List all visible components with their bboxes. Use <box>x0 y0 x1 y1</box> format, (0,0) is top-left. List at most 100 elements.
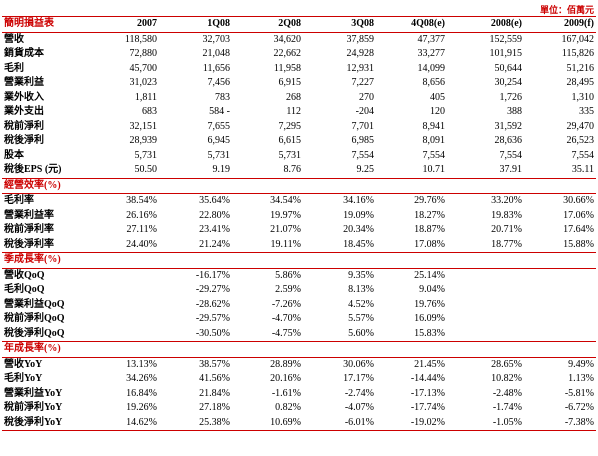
cell: 9.04% <box>419 284 445 296</box>
cell: -1.05% <box>447 415 524 431</box>
cell: 112 <box>286 106 301 118</box>
cell: 18.87% <box>414 224 445 236</box>
cell: -4.75% <box>271 327 301 339</box>
cell: 18.45% <box>343 238 374 250</box>
section-row: 年成長率(%) <box>2 341 596 358</box>
cell <box>447 312 524 327</box>
cell: 21.45% <box>414 358 445 370</box>
cell: 16.09% <box>414 313 445 325</box>
data-row: 稅後淨利YoY 14.62% 25.38% 10.69% -6.01% -19.02% -1… <box>2 415 596 431</box>
cell: 9.19 <box>212 164 231 176</box>
data-row: 毛利QoQ -29.27% 2.59% 8.13% 9.04% <box>2 283 596 298</box>
row-label: 營收 <box>4 33 24 45</box>
cell: 783 <box>215 91 230 103</box>
cell <box>447 327 524 342</box>
cell <box>447 268 524 283</box>
cell: 35.64% <box>199 195 230 207</box>
cell <box>524 312 596 327</box>
row-label: 銷貨成本 <box>4 48 44 60</box>
cell: 584 - <box>209 106 230 118</box>
row-label: 稅後淨利率 <box>4 238 54 250</box>
cell: 18.77% <box>491 238 522 250</box>
data-row: 營業利益YoY 16.84% 21.84% -1.61% -2.74% -17.13% -2… <box>2 387 596 402</box>
cell: 21.84% <box>199 387 230 399</box>
cell: 34,620 <box>273 33 302 45</box>
cell: 5.86% <box>275 269 301 281</box>
header-cell: 2009(f) <box>524 16 596 33</box>
cell: -204 <box>355 106 374 118</box>
cell: 28,636 <box>494 135 523 147</box>
cell: 17.17% <box>343 373 374 385</box>
row-label: 毛利率 <box>4 195 34 207</box>
cell: -17.74% <box>410 402 445 414</box>
cell: 50,644 <box>494 62 523 74</box>
cell: 8,091 <box>422 135 446 147</box>
cell: 17.06% <box>563 209 594 221</box>
cell <box>447 298 524 313</box>
cell: 14.62% <box>114 415 159 431</box>
cell: -7.38% <box>524 415 596 431</box>
cell: 15.83% <box>414 327 445 339</box>
row-label: 稅前淨利 <box>4 120 44 132</box>
cell <box>447 283 524 298</box>
cell: 6,945 <box>207 135 231 147</box>
row-label: 稅後淨利YoY <box>2 415 114 431</box>
data-row: 稅前淨利QoQ -29.57% -4.70% 5.57% 16.09% <box>2 312 596 327</box>
cell: -30.50% <box>195 327 230 339</box>
cell: 405 <box>430 91 445 103</box>
data-row: 毛利YoY 34.26% 41.56% 20.16% 17.17% -14.44% 10.8… <box>2 372 596 387</box>
data-row: 營業利益 31,023 7,456 6,915 7,227 8,656 30,254 28,4… <box>2 76 596 91</box>
row-label: 毛利YoY <box>4 373 43 385</box>
cell: 19.11% <box>270 238 301 250</box>
cell: 6,915 <box>278 77 302 89</box>
cell: 5,731 <box>134 149 158 161</box>
cell <box>524 327 596 342</box>
cell: 8.13% <box>348 284 374 296</box>
header-cell: 1Q08 <box>159 16 232 33</box>
cell: 12,931 <box>346 62 375 74</box>
cell: 26.16% <box>126 209 157 221</box>
data-row: 稅後淨利QoQ -30.50% -4.75% 5.60% 15.83% <box>2 327 596 342</box>
cell: 152,559 <box>489 33 523 45</box>
data-row: 稅前淨利YoY 19.26% 27.18% 0.82% -4.07% -17.74% -1.… <box>2 401 596 416</box>
section-title: 年成長率(%) <box>2 341 596 358</box>
cell: -17.13% <box>410 387 445 399</box>
cell: 21.24% <box>199 238 230 250</box>
cell: 7,456 <box>207 77 231 89</box>
cell: 35.11 <box>571 164 594 176</box>
cell: -7.26% <box>271 298 301 310</box>
cell: 27.11% <box>126 224 157 236</box>
cell: 15.88% <box>563 238 594 250</box>
cell: 1,726 <box>499 91 523 103</box>
cell: 24,928 <box>346 48 375 60</box>
row-label: 營業利益YoY <box>4 387 63 399</box>
header-cell: 3Q08 <box>303 16 376 33</box>
cell: 29,470 <box>566 120 595 132</box>
cell: -1.61% <box>271 387 301 399</box>
data-row: 營收YoY 13.13% 38.57% 28.89% 30.06% 21.45% 28.65… <box>2 357 596 372</box>
cell: 27.18% <box>199 402 230 414</box>
cell: 388 <box>507 106 522 118</box>
cell: 8.76 <box>283 164 302 176</box>
cell: 24.40% <box>126 238 157 250</box>
data-row: 業外收入 1,811 783 268 270 405 1,726 1,310 <box>2 91 596 106</box>
cell: 72,880 <box>129 48 158 60</box>
data-row: 營收 118,580 32,703 34,620 37,859 47,377 152,559… <box>2 32 596 47</box>
section-title: 季成長率(%) <box>2 252 596 269</box>
cell: 4.52% <box>348 298 374 310</box>
header-cell: 2007 <box>114 16 159 33</box>
cell: 30,254 <box>494 77 523 89</box>
cell: 37.91 <box>499 164 523 176</box>
data-row: 稅後EPS (元) 50.50 9.19 8.76 9.25 10.71 37.91 35.1… <box>2 163 596 178</box>
cell: -4.07% <box>344 402 374 414</box>
row-label: 稅前淨利YoY <box>4 402 63 414</box>
cell: 13.13% <box>126 358 157 370</box>
row-label: 稅後淨利 <box>4 135 44 147</box>
cell: 19.97% <box>270 209 301 221</box>
cell: 167,042 <box>561 33 595 45</box>
cell: 17.64% <box>563 224 594 236</box>
cell: 20.16% <box>270 373 301 385</box>
cell: 7,655 <box>207 120 231 132</box>
data-row: 毛利率 38.54% 35.64% 34.54% 34.16% 29.76% 33.20% 3… <box>2 194 596 209</box>
cell <box>114 312 159 327</box>
